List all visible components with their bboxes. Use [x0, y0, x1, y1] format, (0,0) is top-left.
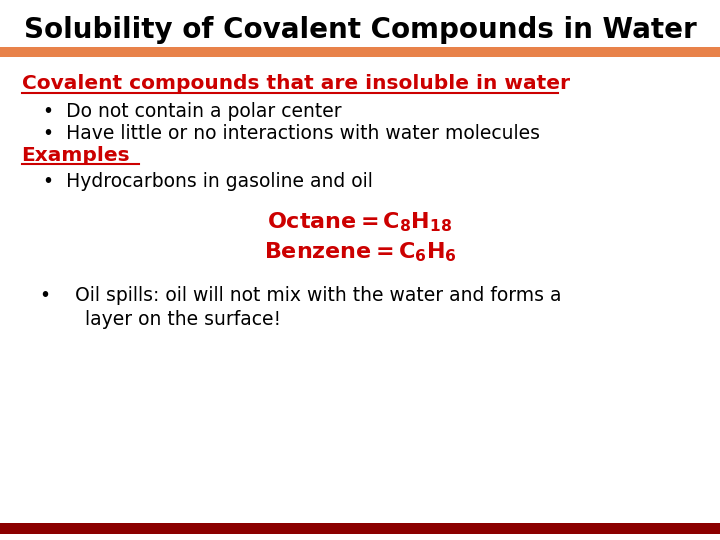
Text: •    Oil spills: oil will not mix with the water and forms a: • Oil spills: oil will not mix with the … — [40, 286, 561, 305]
Text: Examples: Examples — [22, 146, 130, 165]
Text: •  Hydrocarbons in gasoline and oil: • Hydrocarbons in gasoline and oil — [43, 172, 373, 192]
Bar — [0, 47, 720, 57]
Text: $\mathbf{Benzene = C_6H_6}$: $\mathbf{Benzene = C_6H_6}$ — [264, 240, 456, 264]
Text: layer on the surface!: layer on the surface! — [85, 310, 281, 329]
Bar — [0, 523, 720, 534]
Text: •  Have little or no interactions with water molecules: • Have little or no interactions with wa… — [43, 124, 540, 144]
Text: Solubility of Covalent Compounds in Water: Solubility of Covalent Compounds in Wate… — [24, 16, 696, 44]
Text: •  Do not contain a polar center: • Do not contain a polar center — [43, 102, 342, 122]
Text: $\mathbf{Octane = C_8H_{18}}$: $\mathbf{Octane = C_8H_{18}}$ — [267, 211, 453, 234]
Text: Covalent compounds that are insoluble in water: Covalent compounds that are insoluble in… — [22, 74, 570, 93]
